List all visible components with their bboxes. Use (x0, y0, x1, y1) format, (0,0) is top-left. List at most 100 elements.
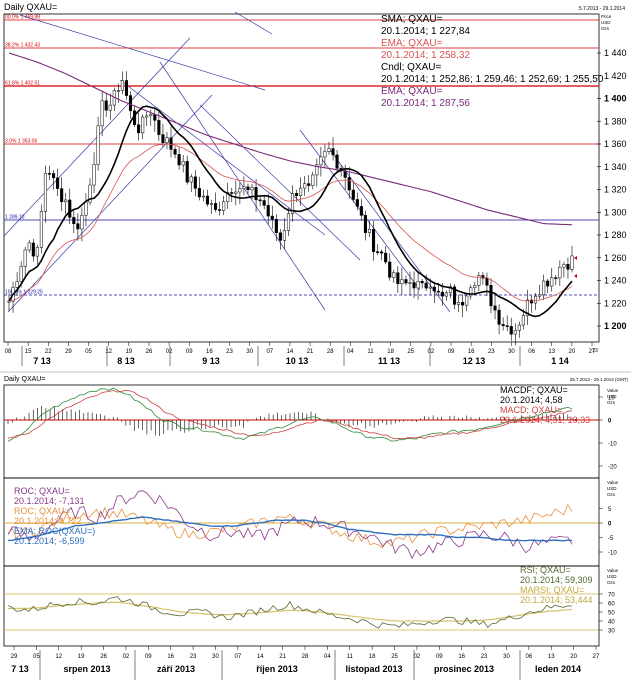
y-tick-label: -20 (608, 465, 617, 471)
candle-body (68, 199, 72, 218)
y-tick-label: 60 (608, 602, 615, 608)
x-day-label: 29 (65, 349, 72, 355)
x-day-label: 04 (324, 654, 331, 660)
roc-pane: 5 0 -5 -10 (4, 490, 617, 560)
candle-body (189, 176, 193, 183)
candle-body (254, 187, 258, 201)
y-tick-label: 1 360 (604, 139, 627, 149)
x-day-label: 23 (488, 349, 495, 355)
candle-body (363, 215, 367, 233)
y-tick-label: 10 (608, 396, 615, 402)
candle-body (323, 151, 327, 158)
x-day-label: 09 (436, 654, 443, 660)
candle-body (513, 330, 517, 335)
y-tick-label: 1 240 (604, 276, 627, 286)
candle-body (440, 291, 444, 297)
fib-level-label: 61.8% 1 402.51 (5, 81, 40, 87)
main-axis-caption-0: Price (601, 14, 612, 19)
candle-body (238, 188, 242, 193)
legend-sma-title: SMA; QXAU= (381, 14, 443, 25)
x-month-label: listopad 2013 (345, 664, 402, 674)
candle-body (432, 286, 436, 292)
roc-axis-caption: Value USD Ozs (607, 480, 619, 497)
rsi-pane: 70 60 50 40 30 (4, 593, 615, 635)
x-day-label: 16 (206, 349, 213, 355)
rsi-axis-caption-1: USD (607, 574, 617, 579)
main-y-axis: Price USD Ozs 1 440 1 420 1 400 1 380 1 360 1… (597, 14, 627, 331)
main-legend: SMA; QXAU= 20.1.2014; 1 227,84 EMA; QXAU… (381, 14, 604, 109)
x-day-label: 09 (186, 349, 193, 355)
y-tick-label: -10 (608, 551, 617, 557)
ema-short-line (8, 143, 573, 302)
y-tick-label: 1 340 (604, 162, 627, 172)
x-day-label: 30 (212, 654, 219, 660)
x-month-label: 8 13 (117, 356, 135, 366)
rsi-legend: RSI; QXAU= 20.1.2014; 59,309 MARSI; QXAU… (520, 565, 593, 605)
candle-body (31, 242, 35, 257)
legend-roc1-value: 20.1.2014; -7,131 (14, 496, 85, 506)
roc-axis-caption-0: Value (607, 480, 619, 485)
candle-body (35, 247, 39, 257)
main-x-axis: 08 15 22 29 05 12 19 26 02 09 16 23 30 07 14 21 28 04 11 18… (5, 342, 598, 366)
candle-body (424, 282, 428, 289)
candle-body (436, 290, 440, 293)
candle-body (286, 213, 291, 231)
main-pane-frame (3, 13, 600, 343)
candlestick-series (7, 71, 574, 346)
candle-body (380, 251, 384, 254)
candle-body (384, 252, 388, 263)
candle-body (262, 200, 266, 206)
candle-body (157, 120, 161, 135)
candle-body (266, 205, 270, 217)
y-tick-label: 1 280 (604, 230, 627, 240)
candle-body (505, 325, 509, 327)
legend-roc2-value: 20.1.2014; 4,722 (14, 516, 82, 526)
x-day-label: 13 (548, 349, 555, 355)
marsi-line (7, 601, 573, 622)
candle-body (226, 192, 230, 202)
candle-body (501, 324, 505, 326)
candle-body (258, 199, 262, 202)
candle-body (23, 249, 27, 267)
x-day-label: 02 (123, 654, 130, 660)
candle-body (15, 281, 19, 288)
candle-body (396, 272, 400, 284)
candle-body (420, 281, 424, 284)
candle-body (566, 264, 570, 270)
x-day-label: 30 (503, 654, 510, 660)
trend-line (19, 14, 266, 91)
fib-level-label: 1 289.10 (5, 215, 25, 221)
y-tick-label: 1 400 (604, 94, 627, 104)
legend-sma-value: 20.1.2014; 1 227,84 (381, 26, 470, 37)
candle-body (193, 176, 197, 189)
candle-body (554, 277, 558, 279)
roc-axis-caption-2: Ozs (607, 492, 616, 497)
legend-rsi-value: 20.1.2014; 59,309 (520, 575, 593, 585)
candle-body (473, 285, 477, 289)
candle-body (485, 277, 489, 286)
legend-macd-value: 20.1.2014; 4,91; 10,33 (500, 415, 590, 425)
x-month-label: 11 13 (378, 356, 400, 366)
candle-body (489, 285, 493, 307)
candle-body (92, 164, 96, 186)
candle-body (550, 277, 554, 287)
x-day-label: 04 (347, 349, 354, 355)
x-day-label: 11 (347, 654, 354, 660)
candle-body (331, 148, 335, 156)
y-tick-label: 70 (608, 593, 615, 599)
candle-body (153, 114, 157, 121)
candle-body (392, 272, 396, 278)
candle-body (457, 301, 461, 305)
candle-body (542, 280, 546, 296)
candle-body (201, 195, 205, 198)
macd-legend: MACDF; QXAU= 20.1.2014; 4,58 MACD; QXAU=… (500, 385, 590, 425)
candle-body (525, 299, 529, 316)
fib-level-label: 3.0% 1 353.06 (5, 139, 37, 145)
y-tick-label: 1 380 (604, 116, 627, 126)
rsi-axis-caption-0: Value (607, 568, 619, 573)
x-day-label: 28 (327, 349, 334, 355)
x-month-label: 7 13 (33, 356, 51, 366)
trend-line (159, 61, 326, 311)
x-day-label: 26 (146, 349, 153, 355)
y-tick-label: -5 (608, 536, 614, 542)
